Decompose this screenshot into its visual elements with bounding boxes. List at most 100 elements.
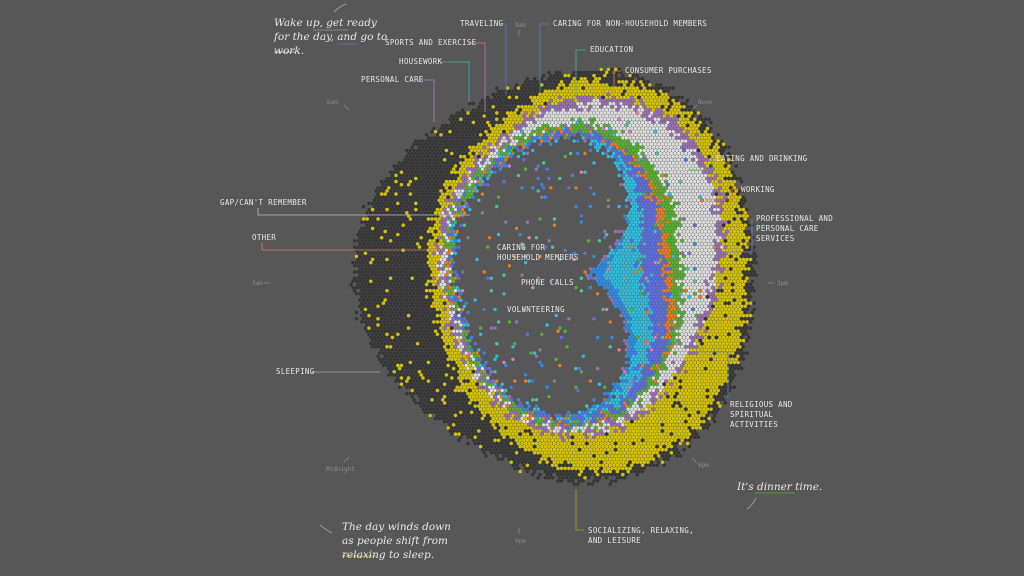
activity-dot [540, 101, 544, 106]
activity-dot [644, 201, 648, 206]
activity-dot [640, 145, 645, 149]
activity-dot [624, 186, 629, 190]
activity-dot [419, 229, 423, 234]
activity-dot [694, 189, 699, 193]
activity-dot [621, 98, 625, 103]
activity-dot [424, 251, 429, 255]
activity-dot [423, 229, 427, 234]
activity-dot [351, 260, 355, 265]
activity-dot [639, 273, 643, 277]
activity-dot [394, 217, 398, 221]
activity-dot [669, 220, 674, 224]
activity-dot [453, 151, 458, 156]
activity-dot [385, 270, 389, 274]
activity-dot [628, 179, 632, 184]
activity-dot [408, 223, 413, 227]
activity-dot [619, 158, 623, 162]
activity-dot [698, 120, 702, 125]
activity-dot [640, 257, 645, 262]
activity-dot [396, 189, 400, 193]
activity-dot [392, 282, 396, 287]
activity-dot [657, 167, 661, 171]
activity-dot [576, 139, 580, 143]
activity-dot [615, 139, 620, 143]
activity-dot [455, 173, 459, 178]
activity-dot [540, 120, 544, 125]
activity-dot [457, 158, 461, 162]
activity-dot [694, 195, 699, 199]
activity-dot [747, 267, 751, 271]
activity-dot [653, 211, 657, 215]
activity-dot [433, 179, 438, 184]
activity-dot [630, 251, 634, 255]
activity-dot [419, 236, 423, 240]
activity-dot [633, 251, 638, 255]
activity-dot [633, 232, 638, 237]
activity-dot [552, 98, 557, 103]
activity-dot [673, 133, 677, 137]
activity-dot [671, 229, 675, 234]
activity-dot [484, 130, 488, 134]
activity-dot [597, 133, 602, 137]
activity-dot [601, 276, 605, 280]
activity-dot [572, 101, 576, 106]
activity-dot [423, 211, 427, 215]
activity-dot [498, 148, 503, 153]
activity-dot [624, 98, 629, 103]
activity-dot [615, 301, 620, 305]
activity-dot [538, 111, 542, 115]
activity-dot [673, 189, 677, 193]
activity-dot [363, 270, 368, 274]
activity-dot [646, 130, 650, 134]
activity-dot [741, 245, 746, 249]
activity-dot [486, 108, 490, 112]
activity-dot [460, 120, 465, 125]
activity-dot [541, 186, 546, 190]
activity-dot [383, 310, 387, 315]
activity-dot [595, 136, 600, 140]
activity-dot [696, 304, 701, 308]
activity-dot [689, 173, 693, 178]
activity-dot [730, 282, 735, 287]
activity-dot [667, 236, 672, 240]
activity-dot [432, 176, 436, 181]
activity-dot [549, 111, 553, 115]
activity-dot [496, 139, 501, 143]
activity-dot [597, 108, 602, 112]
activity-dot [423, 279, 427, 283]
activity-dot [655, 89, 659, 93]
activity-dot [527, 105, 531, 109]
activity-dot [435, 257, 440, 262]
activity-dot [581, 80, 585, 84]
activity-dot [493, 307, 497, 312]
activity-dot [507, 89, 512, 93]
activity-dot [507, 139, 512, 143]
activity-dot [451, 292, 456, 296]
activity-dot [648, 307, 652, 312]
activity-dot [567, 117, 571, 121]
activity-dot [538, 130, 542, 134]
activity-dot [450, 189, 454, 193]
activity-dot [675, 198, 679, 202]
activity-dot [651, 89, 656, 93]
activity-dot [462, 186, 467, 190]
activity-dot [678, 279, 683, 283]
activity-dot [684, 201, 688, 206]
activity-dot [640, 245, 645, 249]
activity-dot [637, 83, 641, 87]
activity-dot [459, 173, 463, 178]
activity-dot [691, 189, 695, 193]
activity-dot [394, 304, 398, 308]
activity-dot [675, 130, 679, 134]
activity-dot [653, 136, 657, 140]
activity-dot [709, 282, 713, 287]
activity-dot [608, 126, 612, 131]
activity-dot [450, 251, 454, 255]
activity-dot [358, 267, 362, 271]
activity-dot [657, 273, 661, 277]
activity-dot [651, 201, 656, 206]
activity-dot [423, 198, 427, 202]
activity-dot [639, 117, 643, 121]
activity-dot [649, 179, 654, 184]
activity-dot [680, 207, 684, 212]
